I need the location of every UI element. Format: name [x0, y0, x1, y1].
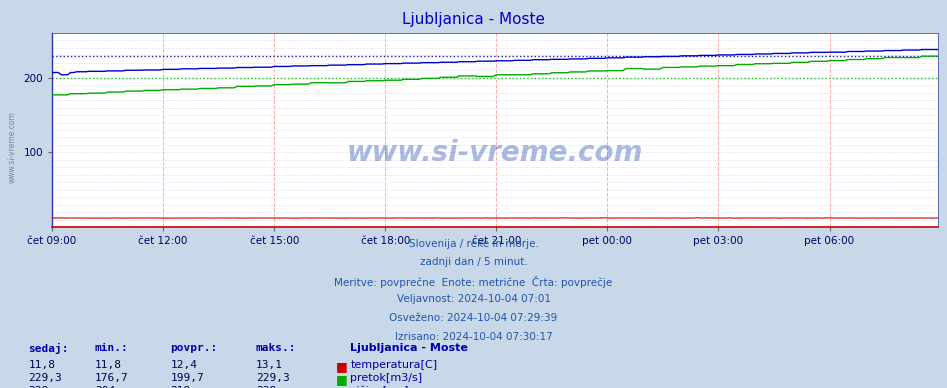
Text: Ljubljanica - Moste: Ljubljanica - Moste — [350, 343, 468, 353]
Text: www.si-vreme.com: www.si-vreme.com — [8, 111, 17, 184]
Text: temperatura[C]: temperatura[C] — [350, 360, 438, 370]
Text: www.si-vreme.com: www.si-vreme.com — [347, 139, 643, 167]
Text: Meritve: povprečne  Enote: metrične  Črta: povprečje: Meritve: povprečne Enote: metrične Črta:… — [334, 276, 613, 288]
Text: višina[cm]: višina[cm] — [350, 386, 409, 388]
Text: 176,7: 176,7 — [95, 373, 129, 383]
Text: 12,4: 12,4 — [170, 360, 198, 370]
Text: 204: 204 — [95, 386, 115, 388]
Text: sedaj:: sedaj: — [28, 343, 69, 354]
Text: 13,1: 13,1 — [256, 360, 283, 370]
Text: 238: 238 — [28, 386, 48, 388]
Text: maks.:: maks.: — [256, 343, 296, 353]
Text: 229,3: 229,3 — [28, 373, 63, 383]
Text: ■: ■ — [336, 373, 348, 386]
Text: Ljubljanica - Moste: Ljubljanica - Moste — [402, 12, 545, 27]
Text: ■: ■ — [336, 386, 348, 388]
Text: min.:: min.: — [95, 343, 129, 353]
Text: povpr.:: povpr.: — [170, 343, 218, 353]
Text: 229,3: 229,3 — [256, 373, 290, 383]
Text: 11,8: 11,8 — [28, 360, 56, 370]
Text: 199,7: 199,7 — [170, 373, 205, 383]
Text: pretok[m3/s]: pretok[m3/s] — [350, 373, 422, 383]
Text: Izrisano: 2024-10-04 07:30:17: Izrisano: 2024-10-04 07:30:17 — [395, 332, 552, 342]
Text: 219: 219 — [170, 386, 190, 388]
Text: Slovenija / reke in morje.: Slovenija / reke in morje. — [408, 239, 539, 249]
Text: 11,8: 11,8 — [95, 360, 122, 370]
Text: ■: ■ — [336, 360, 348, 373]
Text: 238: 238 — [256, 386, 276, 388]
Text: Veljavnost: 2024-10-04 07:01: Veljavnost: 2024-10-04 07:01 — [397, 294, 550, 305]
Text: Osveženo: 2024-10-04 07:29:39: Osveženo: 2024-10-04 07:29:39 — [389, 313, 558, 323]
Text: zadnji dan / 5 minut.: zadnji dan / 5 minut. — [420, 257, 527, 267]
